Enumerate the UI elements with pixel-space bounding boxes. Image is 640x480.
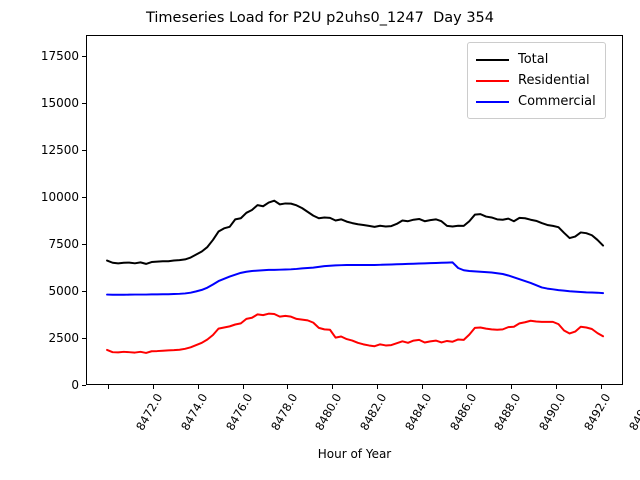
x-tick-mark: [555, 385, 557, 389]
x-tick-label: 8474.0: [178, 391, 211, 433]
y-tick-label: 7500: [48, 236, 79, 251]
x-tick-label: 8480.0: [312, 391, 345, 433]
legend-item-commercial[interactable]: Commercial: [476, 91, 596, 112]
series-line-total: [106, 199, 605, 265]
y-tick-label: 17500: [40, 48, 79, 63]
x-tick-label: 8492.0: [581, 391, 614, 433]
x-tick-mark: [108, 385, 110, 389]
x-tick-mark: [421, 385, 423, 389]
x-tick-label: 8472.0: [133, 391, 166, 433]
legend-item-residential[interactable]: Residential: [476, 70, 596, 91]
series-line-residential: [106, 312, 605, 354]
y-tick-label: 5000: [48, 283, 79, 298]
x-tick-label: 8484.0: [402, 391, 435, 433]
x-tick-mark: [287, 385, 289, 389]
x-tick-label: 8494.0: [625, 391, 640, 433]
x-tick-mark: [242, 385, 244, 389]
x-tick-mark: [376, 385, 378, 389]
legend-swatch-icon: [476, 100, 509, 103]
x-tick-label: 8476.0: [223, 391, 256, 433]
x-tick-mark: [600, 385, 602, 389]
x-tick-mark: [511, 385, 513, 389]
x-tick-label: 8482.0: [357, 391, 390, 433]
y-tick-label: 10000: [40, 189, 79, 204]
y-tick-mark: [82, 385, 86, 386]
legend-swatch-icon: [476, 79, 509, 82]
x-tick-label: 8486.0: [446, 391, 479, 433]
x-tick-mark: [466, 385, 468, 389]
y-tick-label: 2500: [48, 330, 79, 345]
chart-title: Timeseries Load for P2U p2uhs0_1247 Day …: [145, 10, 495, 26]
legend-label: Total: [518, 52, 549, 67]
y-tick-mark: [82, 290, 86, 292]
x-tick-mark: [153, 385, 155, 389]
y-tick-mark: [82, 149, 86, 151]
legend-label: Residential: [518, 73, 590, 88]
y-tick-label: 15000: [40, 95, 79, 110]
y-tick-mark: [82, 196, 86, 198]
legend: Total Residential Commercial: [467, 42, 606, 119]
legend-item-total[interactable]: Total: [476, 49, 596, 70]
y-tick-mark: [82, 102, 86, 104]
x-tick-mark: [332, 385, 334, 389]
x-axis-label: Hour of Year: [317, 447, 392, 461]
x-tick-label: 8490.0: [536, 391, 569, 433]
y-tick-mark: [82, 55, 86, 57]
legend-swatch-icon: [476, 58, 509, 61]
y-tick-label: 0: [71, 378, 79, 392]
plot-lines: [106, 199, 605, 354]
series-line-commercial: [106, 261, 605, 296]
x-tick-label: 8478.0: [267, 391, 300, 433]
legend-label: Commercial: [518, 94, 596, 109]
y-axis-tick-labels: 0 2500 5000 7500 10000 12500 15000 17500: [0, 0, 79, 480]
x-tick-label: 8488.0: [491, 391, 524, 433]
y-tick-label: 12500: [40, 142, 79, 157]
x-tick-mark: [197, 385, 199, 389]
y-tick-mark: [82, 337, 86, 339]
y-tick-mark: [82, 243, 86, 245]
